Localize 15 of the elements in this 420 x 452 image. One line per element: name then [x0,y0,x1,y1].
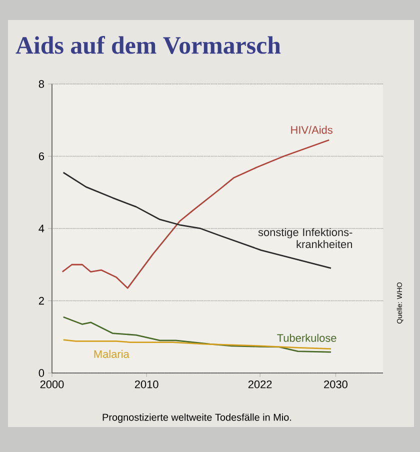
series-label: sonstige Infektions-krankheiten [258,228,352,248]
x-axis-title: Prognostizierte weltweite Todesfälle in Mio. [102,414,292,423]
y-tick-label: 6 [38,152,44,160]
chart-title: Aids auf dem Vormarsch [16,36,281,54]
x-tick-label: 2000 [40,380,64,388]
y-tick-label: 4 [38,224,44,232]
x-tick-label: 2010 [134,380,158,388]
y-tick-label: 8 [38,80,44,88]
x-tick-label: 2030 [324,380,348,388]
y-tick-label: 0 [38,369,44,377]
y-tick-label: 2 [38,296,44,305]
series-label: Malaria [94,350,130,358]
series-label: HIV/Aids [291,126,332,134]
series-label: Tuberkulose [277,334,336,342]
x-tick-label: 2022 [248,380,272,388]
